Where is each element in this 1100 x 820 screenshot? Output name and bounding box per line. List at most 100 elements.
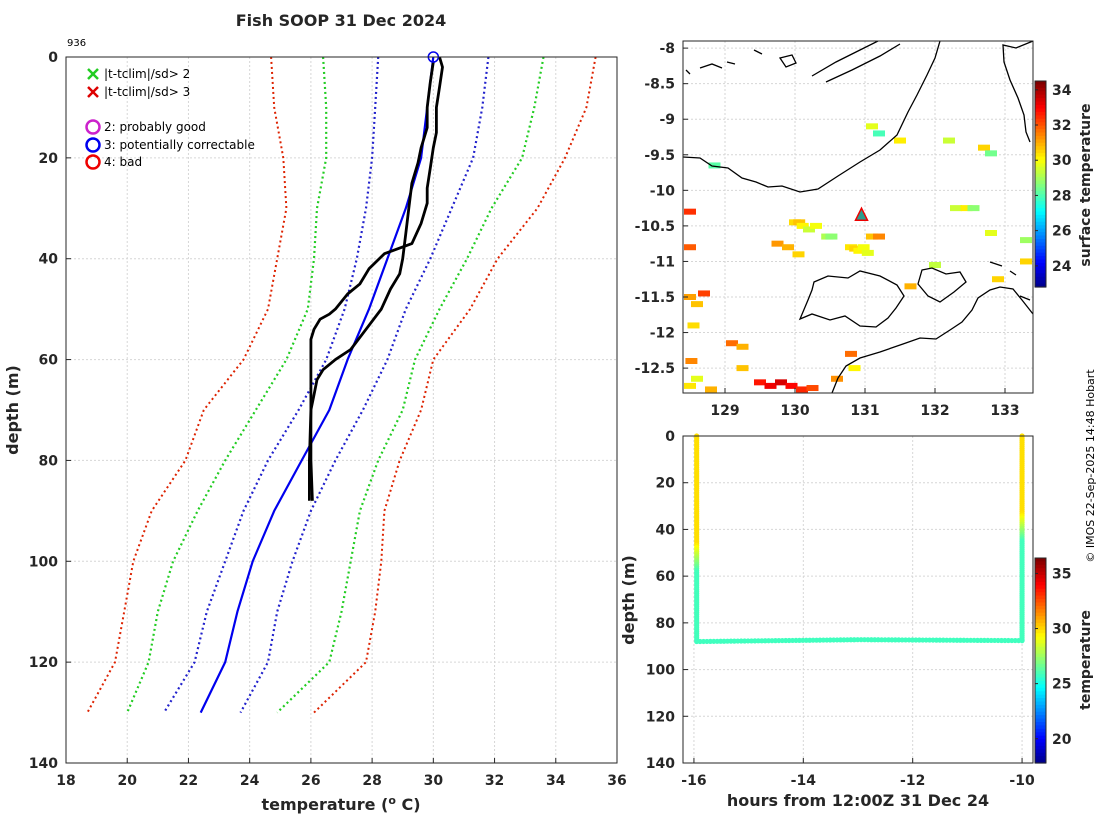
sst-cell [873, 130, 885, 137]
colorbar-band [1035, 180, 1046, 185]
colorbar-band [1035, 153, 1046, 158]
colorbar-band [1035, 739, 1046, 744]
legend-flag3-label: 3: potentially correctable [104, 138, 255, 152]
coast-tiwi-islands [798, 270, 905, 328]
y-tick-label: -10 [650, 183, 676, 199]
colorbar-band [1035, 108, 1046, 113]
colorbar-band [1035, 564, 1046, 569]
sst-cell [866, 233, 878, 240]
coast-north [683, 41, 941, 193]
colorbar-band [1035, 221, 1046, 226]
colorbar-band [1035, 218, 1046, 223]
sst-cell [691, 375, 703, 382]
colorbar-band [1035, 204, 1046, 209]
colorbar-band [1035, 694, 1046, 699]
map-frame [682, 40, 1034, 394]
y-tick-label: 40 [39, 252, 59, 268]
y-tick-label: 80 [656, 616, 676, 632]
sst-cell [904, 283, 917, 290]
sst-cell [785, 382, 798, 389]
series-clim-1sd [239, 56, 490, 714]
colorbar-band [1035, 118, 1046, 123]
sst-cell [848, 365, 861, 372]
profile-xlabel-superscript: o [388, 794, 396, 807]
colorbar-band [1035, 599, 1046, 604]
colorbar-band [1035, 111, 1046, 116]
colorbar-band [1035, 735, 1046, 740]
sst-cell [985, 150, 997, 157]
colorbar-band [1035, 249, 1046, 254]
colorbar-band [1035, 715, 1046, 720]
colorbar-band [1035, 135, 1046, 140]
colorbar-band [1035, 677, 1046, 682]
map-coastline [683, 41, 1033, 393]
legend-cross-green-label: |t-tclim|/sd> 2 [104, 67, 190, 81]
sst-cell [857, 244, 870, 251]
legend-flag4-icon [85, 154, 101, 170]
x-tick-label: -12 [900, 773, 925, 789]
x-tick-label: 22 [179, 773, 198, 789]
x-tick-label: 30 [424, 773, 444, 789]
colorbar-band [1035, 622, 1046, 627]
colorbar-band [1035, 558, 1046, 563]
colorbar-band [1035, 122, 1046, 127]
colorbar-band [1035, 605, 1046, 610]
colorbar-band [1035, 269, 1046, 274]
colorbar-frame [1034, 557, 1047, 764]
colorbar-band [1035, 588, 1046, 593]
colorbar-band [1035, 98, 1046, 103]
colorbar-band [1035, 177, 1046, 182]
legend-cross-green-icon [87, 68, 99, 80]
colorbar-band [1035, 561, 1046, 566]
colorbar-band [1035, 663, 1046, 668]
timeseries-colorbar: 20 25 30 35 [1034, 557, 1072, 764]
colorbar-band [1035, 252, 1046, 257]
y-tick-label: 100 [29, 554, 58, 570]
y-tick-label: 0 [665, 429, 675, 445]
sst-cell [793, 219, 806, 226]
map-station-marker [854, 206, 869, 221]
profile-ticks: 18 20 22 24 26 28 30 32 34 36 0 20 40 60 80 100 120 140 [29, 50, 627, 789]
y-tick-label: 100 [646, 663, 675, 679]
colorbar-band [1035, 170, 1046, 175]
colorbar-band [1035, 674, 1046, 679]
sst-cell [708, 162, 721, 169]
sst-cell [978, 144, 990, 151]
colorbar-band [1035, 722, 1046, 727]
colorbar-band [1035, 235, 1046, 240]
colorbar-band [1035, 184, 1046, 189]
figure-title: Fish SOOP 31 Dec 2024 [236, 11, 446, 30]
colorbar-band [1035, 609, 1046, 614]
series-clim-3sd [86, 56, 288, 714]
colorbar-tick-label: 28 [1052, 188, 1071, 204]
colorbar-band [1035, 636, 1046, 641]
colorbar-band [1035, 87, 1046, 92]
colorbar-band [1035, 225, 1046, 230]
sst-cell [810, 222, 822, 229]
sst-cell [845, 350, 857, 357]
profile-ylabel: depth (m) [3, 365, 22, 455]
colorbar-band [1035, 94, 1046, 99]
colorbar-band [1035, 759, 1046, 764]
profile-xlabel-unit: C) [396, 795, 421, 814]
colorbar-band [1035, 262, 1046, 267]
y-tick-label: 120 [29, 655, 58, 671]
y-tick-label: -8.5 [644, 77, 675, 93]
colorbar-band [1035, 228, 1046, 233]
profile-chart: 18 20 22 24 26 28 30 32 34 36 0 20 40 60 80 100 120 140 t… [3, 50, 627, 814]
colorbar-tick-label: 35 [1052, 566, 1071, 582]
colorbar-band [1035, 640, 1046, 645]
colorbar-band [1035, 749, 1046, 754]
y-tick-label: 120 [646, 709, 675, 725]
colorbar-band [1035, 242, 1046, 247]
sst-cell [764, 382, 777, 389]
series-profile-b [309, 61, 435, 501]
colorbar-band [1035, 91, 1046, 96]
map-chart: 129 130 131 132 133 -8 -8.5 -9 -9.5 -10 -10.5 -11 -1… [635, 40, 1094, 419]
sst-cell [967, 205, 980, 212]
x-tick-label: 132 [920, 403, 949, 419]
colorbar-band [1035, 173, 1046, 178]
x-tick-label: 131 [850, 403, 879, 419]
colorbar-band [1035, 595, 1046, 600]
colorbar-band [1035, 166, 1046, 171]
